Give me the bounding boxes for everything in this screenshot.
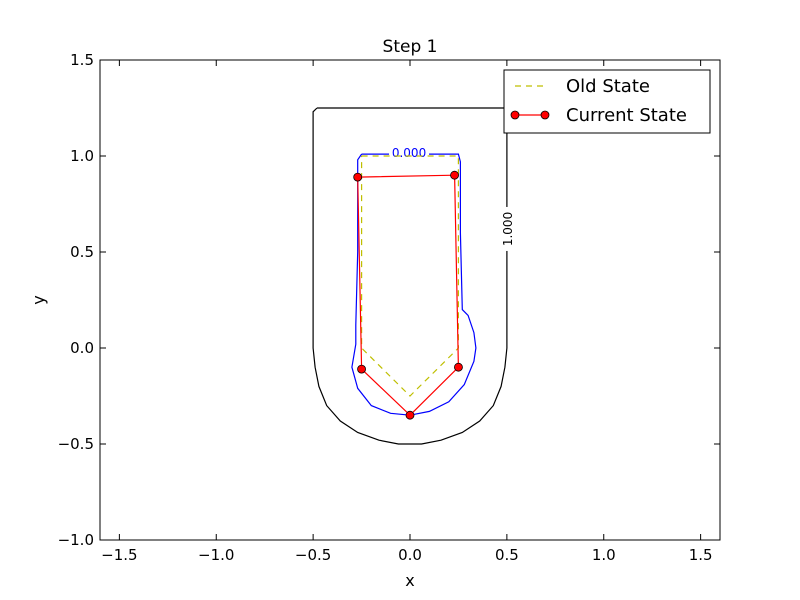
contour-line-0 <box>351 153 477 416</box>
x-tick-label-6: 1.5 <box>689 546 713 564</box>
x-tick-label-3: 0.0 <box>398 546 422 564</box>
contour-label-bg-1 <box>500 206 515 251</box>
chart-title: Step 1 <box>383 37 438 57</box>
x-tick-label-5: 1.0 <box>592 546 616 564</box>
legend-current-state-marker-left <box>510 110 520 120</box>
legend-old-state-label: Old State <box>566 76 650 97</box>
series-point-1-4 <box>357 364 366 374</box>
y-tick-label-1: −0.5 <box>58 435 94 453</box>
series-line-1 <box>357 174 460 417</box>
x-tick-label-1: −1.0 <box>198 546 234 564</box>
x-tick-label-4: 0.5 <box>495 546 519 564</box>
axis-ticks: −1.5 −1.0 −0.5 0.0 0.5 1.0 1.5 −1.0 −0.5 0.0 0.5 1.… <box>58 51 720 564</box>
y-tick-label-2: 0.0 <box>70 339 94 357</box>
series-point-1-0 <box>353 172 363 182</box>
y-axis-title: y <box>29 295 48 304</box>
y-tick-label-3: 0.5 <box>70 243 94 261</box>
x-tick-label-0: −1.5 <box>101 546 137 564</box>
contour-label-0: 0.000 <box>392 146 426 160</box>
legend: Old State Current State <box>503 69 711 134</box>
legend-current-state-marker-right <box>540 110 550 120</box>
legend-current-state-label: Current State <box>566 105 687 126</box>
series-point-1-1 <box>450 170 459 180</box>
contour-line-1 <box>312 107 508 445</box>
series-point-1-3 <box>405 410 415 420</box>
series-point-1-2 <box>454 362 463 372</box>
plot-area <box>99 59 721 541</box>
contour-label-1: 1.000 <box>501 212 515 246</box>
series <box>353 155 463 420</box>
y-tick-label-4: 1.0 <box>70 147 94 165</box>
legend-frame <box>503 69 711 134</box>
y-tick-label-0: −1.0 <box>58 531 94 549</box>
x-tick-label-2: −0.5 <box>295 546 331 564</box>
x-axis-title: x <box>405 571 414 590</box>
series-line-0 <box>361 155 459 397</box>
y-tick-label-5: 1.5 <box>70 51 94 69</box>
